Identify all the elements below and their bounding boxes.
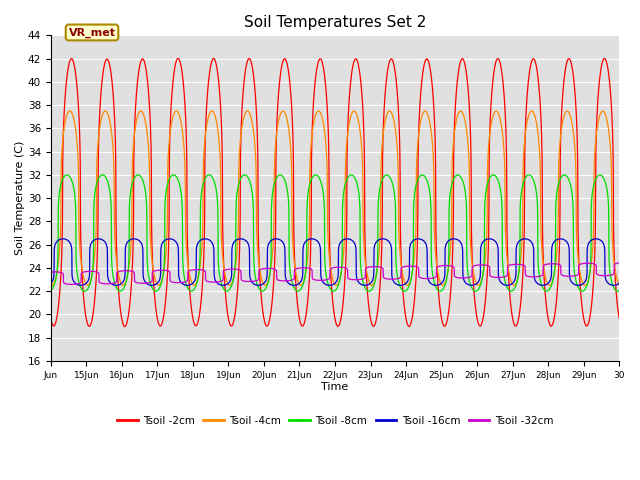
Y-axis label: Soil Temperature (C): Soil Temperature (C) bbox=[15, 141, 25, 255]
Tsoil -2cm bbox=[47, 315, 54, 321]
Tsoil -8cm bbox=[492, 173, 499, 179]
Tsoil -32cm bbox=[68, 282, 76, 288]
Tsoil -4cm bbox=[581, 283, 589, 288]
Tsoil -16cm bbox=[616, 280, 623, 286]
Tsoil -8cm bbox=[387, 176, 394, 181]
Tsoil -4cm bbox=[519, 169, 527, 175]
Line: Tsoil -4cm: Tsoil -4cm bbox=[51, 111, 620, 286]
Tsoil -32cm bbox=[356, 276, 364, 282]
Tsoil -16cm bbox=[492, 239, 499, 244]
Tsoil -4cm bbox=[616, 282, 623, 288]
Tsoil -32cm bbox=[165, 268, 173, 274]
Tsoil -16cm bbox=[184, 282, 191, 288]
Line: Tsoil -2cm: Tsoil -2cm bbox=[51, 59, 620, 326]
Tsoil -16cm bbox=[202, 236, 209, 242]
Tsoil -4cm bbox=[534, 128, 541, 133]
Tsoil -32cm bbox=[47, 269, 54, 275]
Tsoil -16cm bbox=[164, 236, 172, 242]
Tsoil -32cm bbox=[492, 275, 499, 280]
Tsoil -2cm bbox=[387, 56, 395, 62]
Line: Tsoil -8cm: Tsoil -8cm bbox=[51, 175, 620, 291]
Tsoil -4cm bbox=[492, 108, 499, 114]
X-axis label: Time: Time bbox=[321, 383, 349, 393]
Tsoil -4cm bbox=[165, 145, 173, 151]
Tsoil -8cm bbox=[47, 288, 54, 293]
Tsoil -16cm bbox=[356, 281, 364, 287]
Tsoil -2cm bbox=[492, 61, 499, 67]
Tsoil -32cm bbox=[534, 274, 541, 279]
Tsoil -4cm bbox=[47, 282, 54, 288]
Tsoil -4cm bbox=[387, 109, 394, 115]
Tsoil -2cm bbox=[121, 324, 129, 329]
Tsoil -4cm bbox=[66, 108, 74, 114]
Tsoil -4cm bbox=[356, 130, 364, 135]
Tsoil -2cm bbox=[165, 239, 173, 244]
Tsoil -2cm bbox=[519, 265, 527, 271]
Tsoil -8cm bbox=[356, 253, 364, 259]
Tsoil -2cm bbox=[174, 56, 182, 61]
Tsoil -8cm bbox=[170, 172, 177, 178]
Tsoil -8cm bbox=[534, 249, 541, 255]
Tsoil -8cm bbox=[616, 288, 623, 293]
Line: Tsoil -16cm: Tsoil -16cm bbox=[51, 239, 620, 285]
Tsoil -32cm bbox=[519, 262, 527, 268]
Tsoil -32cm bbox=[616, 260, 623, 266]
Tsoil -8cm bbox=[401, 288, 408, 294]
Tsoil -32cm bbox=[387, 276, 394, 282]
Tsoil -2cm bbox=[616, 315, 623, 321]
Legend: Tsoil -2cm, Tsoil -4cm, Tsoil -8cm, Tsoil -16cm, Tsoil -32cm: Tsoil -2cm, Tsoil -4cm, Tsoil -8cm, Tsoi… bbox=[113, 412, 557, 430]
Title: Soil Temperatures Set 2: Soil Temperatures Set 2 bbox=[244, 15, 426, 30]
Tsoil -2cm bbox=[534, 73, 541, 79]
Tsoil -8cm bbox=[519, 180, 527, 186]
Tsoil -8cm bbox=[164, 178, 172, 184]
Text: VR_met: VR_met bbox=[68, 27, 115, 37]
Tsoil -16cm bbox=[519, 236, 527, 242]
Tsoil -2cm bbox=[356, 75, 364, 81]
Tsoil -16cm bbox=[387, 242, 395, 248]
Tsoil -16cm bbox=[47, 280, 54, 286]
Tsoil -16cm bbox=[534, 281, 541, 287]
Line: Tsoil -32cm: Tsoil -32cm bbox=[51, 263, 620, 285]
